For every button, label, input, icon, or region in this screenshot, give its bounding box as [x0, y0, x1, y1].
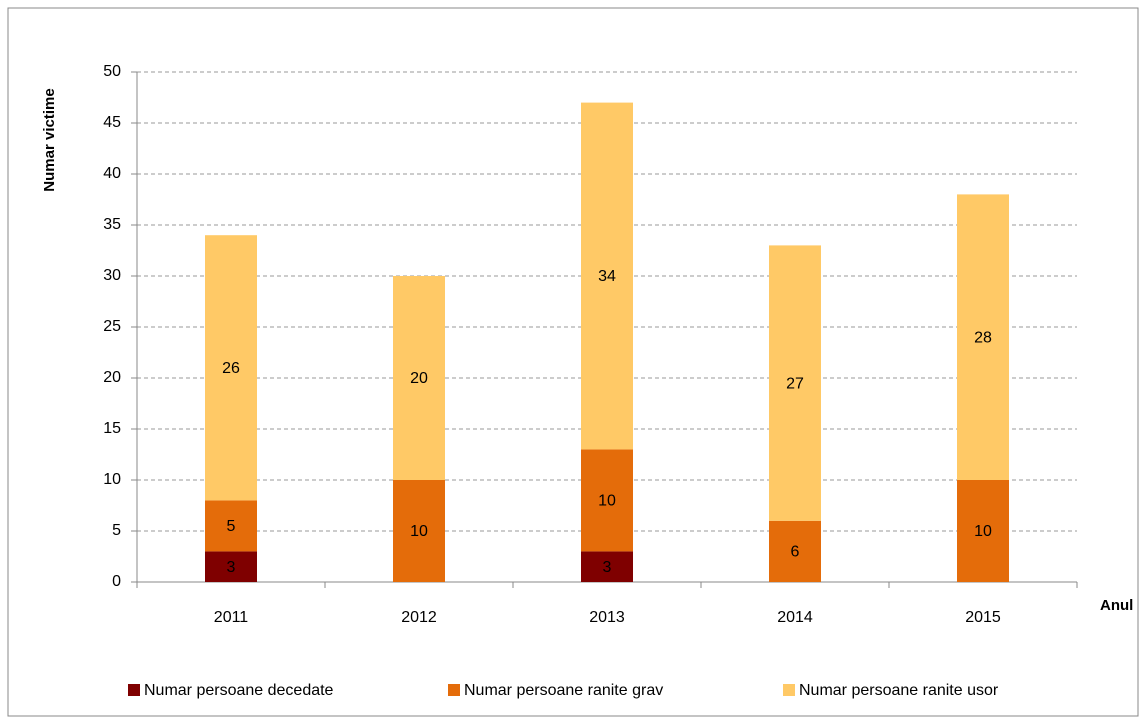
data-label: 10: [974, 523, 992, 540]
bar-segment: [769, 245, 821, 521]
bar-segment: [205, 235, 257, 501]
y-tick-label: 25: [103, 318, 121, 335]
y-axis-label: Numar victime: [41, 88, 58, 191]
bar-segment: [393, 480, 445, 582]
bar-segment: [205, 551, 257, 582]
data-label: 3: [227, 559, 236, 576]
data-label: 10: [598, 493, 616, 510]
bar-segment: [393, 276, 445, 480]
data-label: 3: [603, 559, 612, 576]
x-tick-label: 2014: [777, 609, 813, 626]
y-tick-label: 40: [103, 165, 121, 182]
bar-segment: [957, 480, 1009, 582]
y-tick-label: 10: [103, 471, 121, 488]
bar-segment: [957, 194, 1009, 480]
y-tick-label: 5: [112, 522, 121, 539]
legend-swatch: [128, 684, 140, 696]
data-label: 6: [791, 544, 800, 561]
data-label: 5: [227, 518, 236, 535]
data-label: 27: [786, 375, 804, 392]
data-label: 10: [410, 523, 428, 540]
bar-segment: [769, 520, 821, 582]
legend-label: Numar persoane ranite grav: [464, 682, 663, 699]
legend-swatch: [448, 684, 460, 696]
bar-segment: [581, 551, 633, 582]
y-tick-label: 50: [103, 63, 121, 80]
chart-frame: [7, 7, 1139, 717]
y-tick-label: 30: [103, 267, 121, 284]
y-tick-label: 45: [103, 114, 121, 131]
legend-label: Numar persoane decedate: [144, 682, 334, 699]
bar-segment: [205, 500, 257, 552]
y-tick-label: 15: [103, 420, 121, 437]
legend-swatch: [783, 684, 795, 696]
bar-segment: [581, 102, 633, 450]
bar-segment: [581, 449, 633, 552]
x-axis-label: Anul: [1100, 597, 1133, 614]
data-label: 28: [974, 329, 992, 346]
data-label: 26: [222, 360, 240, 377]
y-tick-label: 20: [103, 369, 121, 386]
data-label: 34: [598, 268, 616, 285]
y-tick-label: 35: [103, 216, 121, 233]
x-tick-label: 2011: [214, 609, 249, 626]
y-tick-label: 0: [112, 573, 121, 590]
x-tick-label: 2012: [401, 609, 437, 626]
data-label: 20: [410, 370, 428, 387]
x-tick-label: 2015: [965, 609, 1001, 626]
legend-label: Numar persoane ranite usor: [799, 682, 999, 699]
x-tick-label: 2013: [589, 609, 625, 626]
